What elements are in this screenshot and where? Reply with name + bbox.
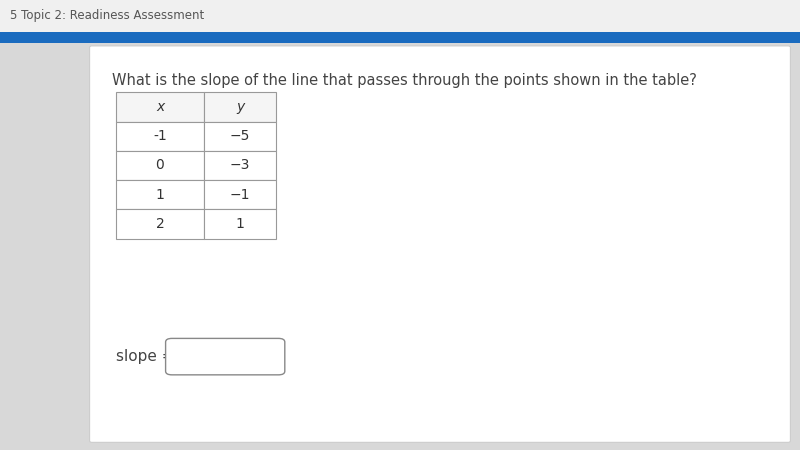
- Text: 5 Topic 2: Readiness Assessment: 5 Topic 2: Readiness Assessment: [10, 9, 204, 22]
- Bar: [204, 92, 276, 122]
- Bar: [204, 209, 276, 238]
- Text: What is the slope of the line that passes through the points shown in the table?: What is the slope of the line that passe…: [112, 73, 697, 89]
- Text: y: y: [236, 100, 244, 114]
- Bar: [0, 0, 800, 32]
- Bar: [116, 151, 204, 180]
- Text: −3: −3: [230, 158, 250, 172]
- Text: -1: -1: [153, 129, 167, 143]
- Bar: [0, 32, 800, 43]
- Bar: [204, 180, 276, 209]
- Text: 0: 0: [156, 158, 164, 172]
- Text: slope =: slope =: [116, 349, 174, 364]
- Bar: [204, 122, 276, 151]
- Bar: [204, 151, 276, 180]
- FancyBboxPatch shape: [90, 46, 790, 442]
- Text: 1: 1: [235, 217, 245, 231]
- Text: −5: −5: [230, 129, 250, 143]
- Bar: [116, 122, 204, 151]
- Text: 2: 2: [156, 217, 164, 231]
- Bar: [116, 92, 204, 122]
- Bar: [116, 180, 204, 209]
- Text: 1: 1: [155, 188, 165, 202]
- Text: x: x: [156, 100, 164, 114]
- Text: −1: −1: [230, 188, 250, 202]
- Bar: [116, 209, 204, 238]
- FancyBboxPatch shape: [166, 338, 285, 375]
